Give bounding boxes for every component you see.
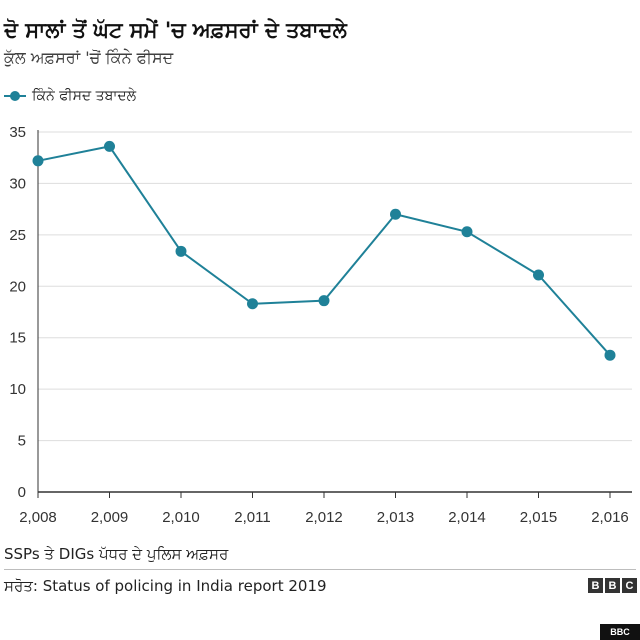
chart-subtitle: ਕੁੱਲ ਅਫ਼ਸਰਾਂ 'ਚੋਂ ਕਿੰਨੇ ਫੀਸਦ bbox=[4, 48, 174, 67]
line-chart: 0 5 10 15 20 25 30 35 2,008 2,009 2,010 2,011 2,012 2… bbox=[9, 124, 632, 526]
series-line bbox=[37, 145, 611, 356]
data-point[interactable] bbox=[461, 226, 473, 238]
data-point[interactable] bbox=[104, 140, 115, 152]
data-point[interactable] bbox=[604, 349, 616, 361]
legend-label: ਕਿੰਨੇ ਫੀਸਦ ਤਬਾਦਲੇ bbox=[32, 88, 137, 104]
y-tick-label: 35 bbox=[9, 124, 26, 141]
x-tick-label: 2,010 bbox=[162, 509, 200, 526]
chart-title: ਦੋ ਸਾਲਾਂ ਤੋਂ ਘੱਟ ਸਮੇਂ 'ਚ ਅਫ਼ਸਰਾਂ ਦੇ ਤਬਾਦ… bbox=[4, 18, 347, 42]
footnote: SSPs ਤੇ DIGs ਪੱਧਰ ਦੇ ਪੁਲਿਸ ਅਫ਼ਸਰ bbox=[4, 545, 229, 563]
x-tick-label: 2,011 bbox=[234, 509, 270, 526]
legend: ਕਿੰਨੇ ਫੀਸਦ ਤਬਾਦਲੇ bbox=[4, 88, 136, 104]
x-tick-label: 2,009 bbox=[91, 509, 129, 526]
x-tick-label: 2,014 bbox=[448, 509, 486, 526]
x-tick-label: 2,015 bbox=[520, 509, 558, 526]
y-tick-label: 15 bbox=[9, 330, 26, 347]
data-point[interactable] bbox=[390, 208, 401, 220]
y-tick-label: 10 bbox=[9, 381, 26, 398]
bbc-logo: B B C bbox=[588, 578, 637, 593]
y-tick-label: 25 bbox=[9, 227, 26, 244]
axes: 0 5 10 15 20 25 30 35 2,008 2,009 2,010 2,011 2,012 2… bbox=[9, 124, 632, 526]
bbc-logo-letter: B bbox=[605, 578, 620, 593]
data-point[interactable] bbox=[247, 298, 258, 310]
bbc-logo-letter: C bbox=[622, 578, 637, 593]
x-tick-label: 2,013 bbox=[377, 509, 415, 526]
x-tick-label: 2,008 bbox=[19, 509, 57, 526]
bbc-corner-badge: BBC bbox=[600, 624, 640, 640]
y-tick-label: 20 bbox=[9, 278, 26, 295]
data-point[interactable] bbox=[32, 155, 44, 167]
source-text: ਸਰੋਤ: Status of policing in India report… bbox=[4, 577, 327, 595]
divider bbox=[4, 569, 636, 570]
series bbox=[32, 140, 616, 361]
data-point[interactable] bbox=[533, 269, 544, 281]
y-tick-label: 5 bbox=[18, 433, 26, 450]
x-tick-label: 2,012 bbox=[305, 509, 343, 526]
data-point[interactable] bbox=[175, 245, 187, 257]
y-tick-label: 30 bbox=[9, 175, 26, 192]
x-tick-label: 2,016 bbox=[591, 509, 629, 526]
legend-marker-icon bbox=[4, 91, 26, 101]
bbc-logo-letter: B bbox=[588, 578, 603, 593]
data-point[interactable] bbox=[318, 295, 330, 307]
y-tick-label: 0 bbox=[18, 484, 26, 501]
